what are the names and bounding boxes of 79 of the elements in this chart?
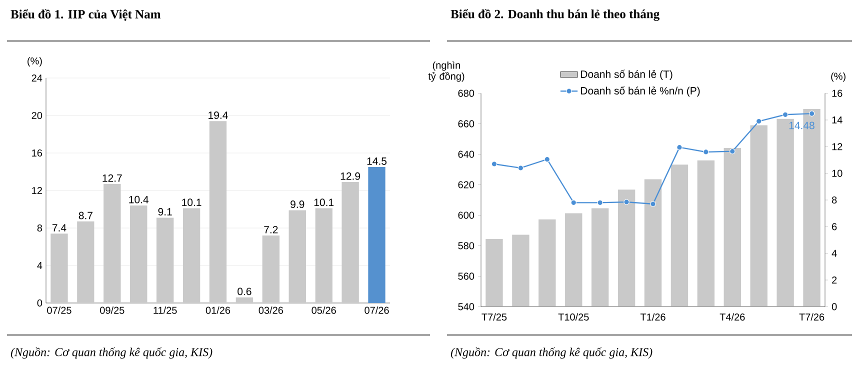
chart-title: Biểu đồ 1. IIP của Việt Nam [10,9,161,21]
y2-tick-label: 10 [832,170,842,177]
y-tick-label: 600 [458,212,474,219]
y2-tick-label: 4 [832,250,837,257]
bar [77,221,94,303]
bar [315,208,332,303]
point [729,148,736,154]
data-label: 14.5 [367,158,387,165]
data-label: 7.2 [264,226,278,234]
y2-tick-label: 2 [832,276,837,284]
y2-tick-label: 8 [832,196,837,204]
y2-tick-label: 12 [832,143,842,150]
x-tick-label: T7/26 [799,313,824,321]
bar [209,121,227,303]
bar [342,182,359,303]
bar [368,167,386,303]
y-tick-label: 20 [32,112,42,120]
y-tick-label: 16 [32,149,42,157]
y-tick-label: 4 [37,262,42,269]
bar [288,210,306,303]
bar [236,297,254,303]
y2-tick-label: 16 [832,90,842,97]
y-tick-label: 580 [458,242,474,250]
y-tick-label: 640 [458,150,474,158]
bar [262,236,280,303]
y-tick-label: 8 [37,224,42,232]
point [650,201,656,207]
y-tick-label: 620 [458,181,474,188]
y2-tick-label: 6 [832,223,837,230]
data-label: 12.7 [102,174,122,182]
chart-title: Biểu đồ 2. Doanh thu bán lẻ theo tháng [450,9,660,21]
x-tick-label: 07/26 [364,306,389,314]
data-label: 8.7 [78,212,92,220]
point [808,110,815,116]
text: (Nguồn: Cơ quan thống kê quốc gia, KIS) [450,347,652,359]
point [703,149,709,155]
x-tick-label: 09/25 [100,306,124,314]
y-axis-title: (nghìn tỷ đồng) [428,61,464,82]
y-tick-label: 680 [458,90,474,97]
legend-label: Doanh số bán lẻ (T) [581,70,672,80]
data-label: 0.6 [238,288,252,296]
x-tick-label: 05/26 [312,306,336,314]
y-tick-label: 12 [32,187,42,194]
y-axis-title: (%) [28,57,42,66]
x-tick-label: T7/25 [482,313,507,321]
bar [50,234,68,303]
y-tick-label: 540 [458,303,474,310]
bar [182,208,200,303]
data-label: 12.9 [340,172,360,180]
data-label: 9.1 [158,208,172,216]
point [624,199,630,205]
x-tick-label: 03/26 [258,306,284,314]
y-tick-label: 0 [37,299,42,307]
x-tick-label: 01/26 [206,306,230,314]
data-label: 9.9 [290,200,304,208]
x-tick-label: 11/25 [154,306,177,314]
x-tick-label: T4/26 [720,313,745,321]
y-tick-label: 24 [32,74,42,82]
data-label: 14.48 [789,122,814,130]
data-label: 7.4 [52,224,66,232]
data-label: 10.1 [314,198,334,206]
legend-label: Doanh số bán lẻ %n/n (P) [581,86,700,97]
data-label: 19.4 [208,111,228,119]
data-label: 10.1 [182,198,202,206]
x-tick-label: T1/26 [640,313,666,321]
y2-tick-label: 0 [832,303,837,310]
point [491,161,498,167]
text: (Nguồn: Cơ quan thống kê quốc gia, KIS) [10,347,212,359]
y-tick-label: 560 [458,272,474,280]
bar [156,218,174,303]
y2-axis-title: (%) [831,72,846,82]
point [518,165,524,171]
y-tick-label: 660 [458,120,474,128]
bar [104,184,121,303]
y2-tick-label: 14 [832,116,842,124]
x-tick-label: T10/25 [558,313,589,321]
bar [130,206,148,303]
data-label: 10.4 [129,196,149,204]
x-tick-label: 07/25 [47,306,72,314]
